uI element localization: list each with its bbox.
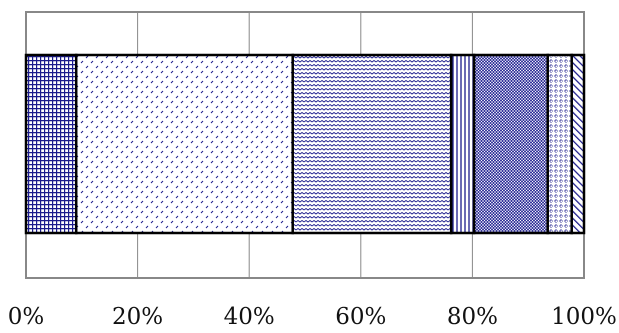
bar-segment-7 (570, 53, 586, 235)
bar-segment-5 (472, 53, 549, 235)
bar-segment-3 (291, 53, 453, 235)
x-tick-label: 40% (224, 304, 275, 330)
x-tick-label: 20% (112, 304, 163, 330)
x-tick-label: 80% (447, 304, 498, 330)
bar-segments (24, 53, 586, 235)
x-tick-label: 0% (8, 304, 45, 330)
bar-segment-4 (449, 53, 476, 235)
x-axis-ticks: 0% 20% 40% 60% 80% 100% (8, 304, 617, 330)
x-tick-label: 60% (335, 304, 386, 330)
bar-segment-6 (546, 53, 573, 235)
bar-segment-1 (24, 53, 78, 235)
bar-segment-2 (74, 53, 294, 235)
x-tick-label: 100% (551, 304, 617, 330)
